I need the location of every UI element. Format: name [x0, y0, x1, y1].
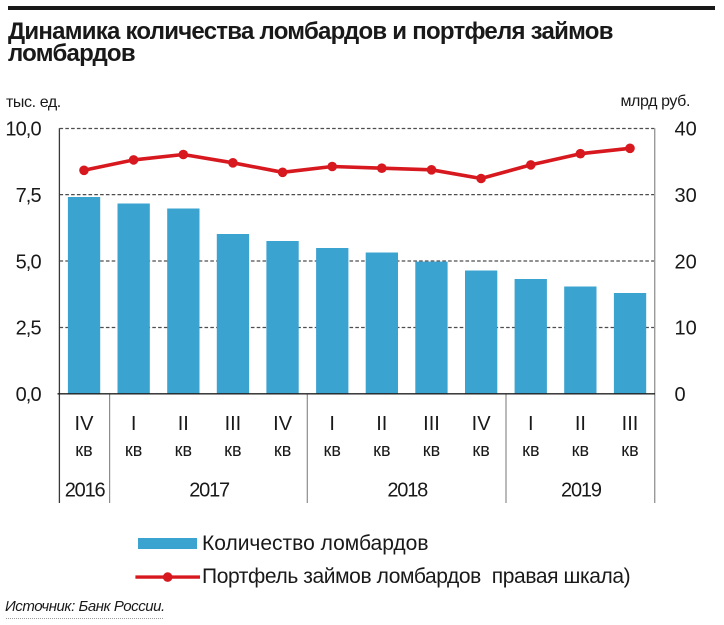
svg-text:II: II — [376, 413, 387, 435]
svg-text:30: 30 — [675, 185, 697, 207]
svg-text:2016: 2016 — [65, 480, 106, 502]
svg-text:кв: кв — [75, 440, 92, 460]
svg-text:2017: 2017 — [189, 480, 230, 502]
svg-text:кв: кв — [621, 440, 638, 460]
svg-text:0: 0 — [675, 384, 686, 406]
svg-text:40: 40 — [675, 119, 697, 141]
svg-text:кв: кв — [572, 440, 589, 460]
svg-text:2019: 2019 — [561, 480, 602, 502]
svg-text:2,5: 2,5 — [16, 318, 42, 340]
svg-text:III: III — [423, 413, 440, 435]
svg-text:10,0: 10,0 — [5, 119, 41, 141]
svg-text:I: I — [528, 413, 534, 435]
svg-text:IV: IV — [472, 413, 492, 435]
svg-text:20: 20 — [675, 251, 697, 273]
svg-text:кв: кв — [323, 440, 340, 460]
svg-text:III: III — [225, 413, 242, 435]
svg-text:I: I — [329, 413, 335, 435]
svg-text:кв: кв — [522, 440, 539, 460]
svg-text:IV: IV — [273, 413, 293, 435]
svg-text:5,0: 5,0 — [16, 251, 42, 273]
svg-text:0,0: 0,0 — [16, 384, 42, 406]
svg-text:IV: IV — [75, 413, 95, 435]
svg-text:7,5: 7,5 — [16, 185, 42, 207]
svg-text:II: II — [575, 413, 586, 435]
svg-text:III: III — [622, 413, 639, 435]
svg-text:кв: кв — [125, 440, 142, 460]
svg-text:кв: кв — [274, 440, 291, 460]
svg-text:10: 10 — [675, 318, 697, 340]
svg-text:II: II — [178, 413, 189, 435]
svg-text:кв: кв — [423, 440, 440, 460]
svg-text:кв: кв — [373, 440, 390, 460]
svg-text:кв: кв — [175, 440, 192, 460]
svg-text:I: I — [131, 413, 137, 435]
svg-text:кв: кв — [472, 440, 489, 460]
svg-text:2018: 2018 — [387, 480, 428, 502]
svg-text:кв: кв — [224, 440, 241, 460]
